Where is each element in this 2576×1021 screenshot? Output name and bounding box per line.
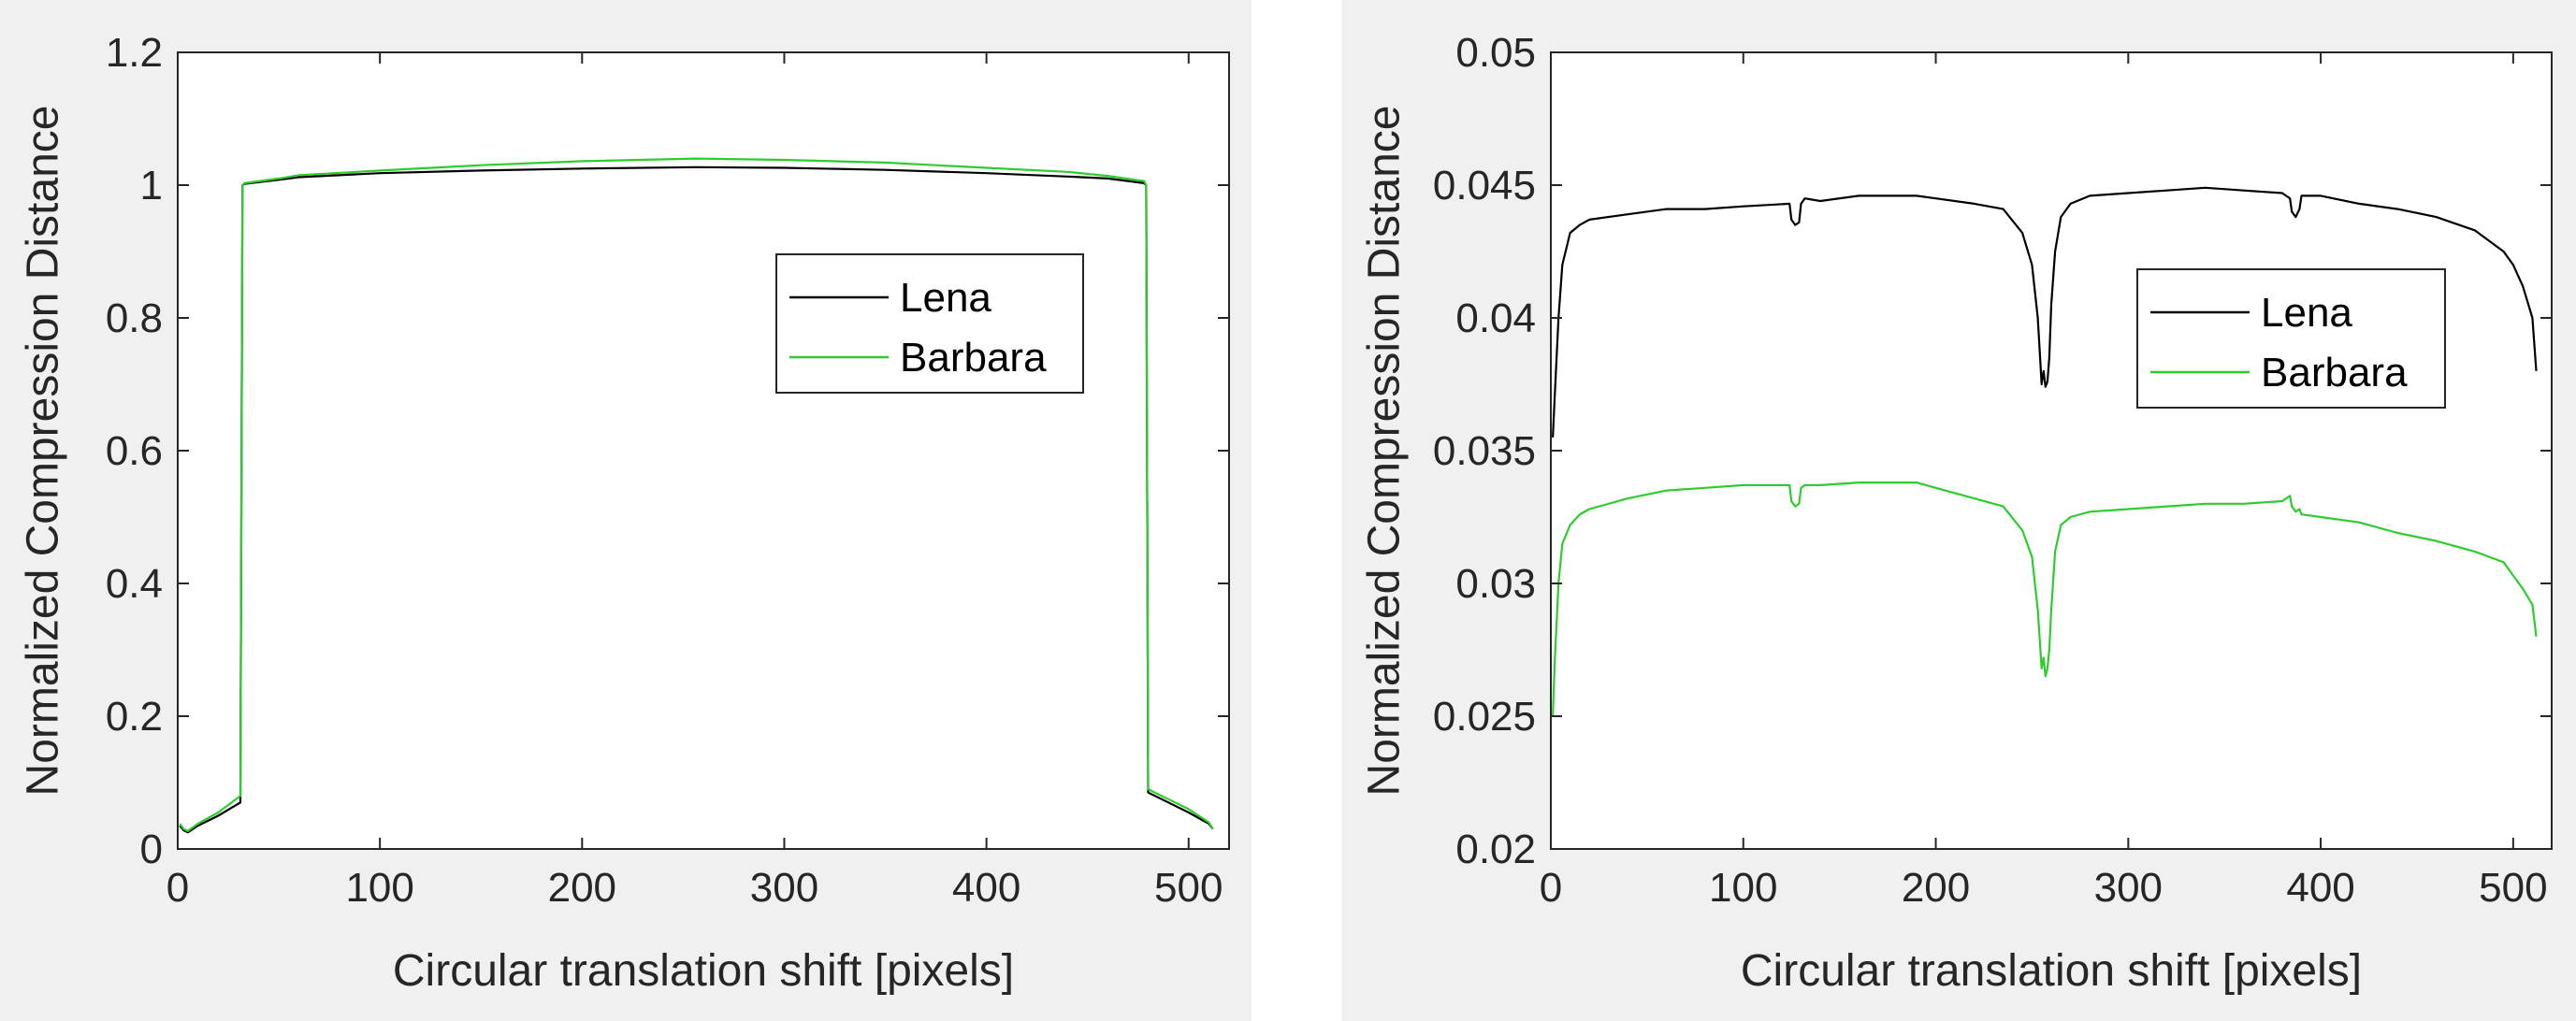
legend-label-lena: Lena [900, 275, 991, 321]
x-tick-label: 100 [345, 865, 413, 911]
y-axis-label: Normalized Compression Distance [19, 106, 68, 797]
x-axis-label: Circular translation shift [pixels] [1741, 946, 2362, 996]
x-tick-label: 500 [1154, 865, 1223, 911]
y-tick-label: 0.02 [1455, 827, 1536, 872]
y-axis-label: Normalized Compression Distance [1360, 106, 1410, 797]
left-chart: 0 100 200 300 400 500 0 0.2 0.4 0.6 0.8 1 1.2 Circula… [19, 30, 1230, 996]
y-tick-label: 0.025 [1433, 694, 1536, 740]
plot-area [1551, 52, 2552, 849]
legend-box [2136, 268, 2446, 409]
legend-label-barbara: Barbara [900, 335, 1047, 381]
legend-label-lena: Lena [2261, 290, 2352, 336]
series-line-lena [1552, 186, 2538, 438]
x-tick-label: 0 [166, 865, 189, 911]
y-tick-label: 0.6 [106, 428, 163, 474]
y-tick-label: 0.05 [1455, 30, 1536, 76]
plot-area [178, 52, 1229, 849]
x-tick-label: 200 [1902, 865, 1970, 911]
y-tick-label: 1 [140, 163, 163, 209]
x-axis-label: Circular translation shift [pixels] [393, 946, 1014, 996]
y-tick-label: 0.8 [106, 295, 163, 341]
y-tick-label: 0.04 [1455, 295, 1536, 341]
legend-label-barbara: Barbara [2261, 350, 2408, 395]
left-chart-panel: 0 100 200 300 400 500 0 0.2 0.4 0.6 0.8 1 1.2 Circula… [0, 0, 1252, 1021]
series-line-barbara [179, 157, 1214, 832]
y-tick-label: 0.035 [1433, 428, 1536, 474]
legend-box [775, 253, 1084, 394]
x-tick-label: 100 [1709, 865, 1777, 911]
y-tick-label: 0.045 [1433, 163, 1536, 209]
y-tick-label: 1.2 [106, 30, 163, 76]
right-chart-panel: 0 100 200 300 400 500 0.02 0.025 0.03 0.035 0.04 0.… [1341, 0, 2576, 1021]
x-tick-label: 0 [1540, 865, 1562, 911]
x-tick-label: 200 [548, 865, 616, 911]
x-tick-label: 400 [2286, 865, 2354, 911]
right-chart: 0 100 200 300 400 500 0.02 0.025 0.03 0.035 0.04 0.… [1360, 30, 2553, 996]
x-tick-label: 300 [2094, 865, 2163, 911]
y-tick-label: 0.4 [106, 561, 163, 607]
y-tick-label: 0.2 [106, 694, 163, 740]
series-line-barbara [1552, 481, 2538, 717]
x-tick-label: 500 [2479, 865, 2547, 911]
y-tick-label: 0.03 [1455, 561, 1536, 607]
x-tick-label: 400 [952, 865, 1020, 911]
y-tick-label: 0 [140, 827, 163, 872]
x-tick-label: 300 [750, 865, 818, 911]
